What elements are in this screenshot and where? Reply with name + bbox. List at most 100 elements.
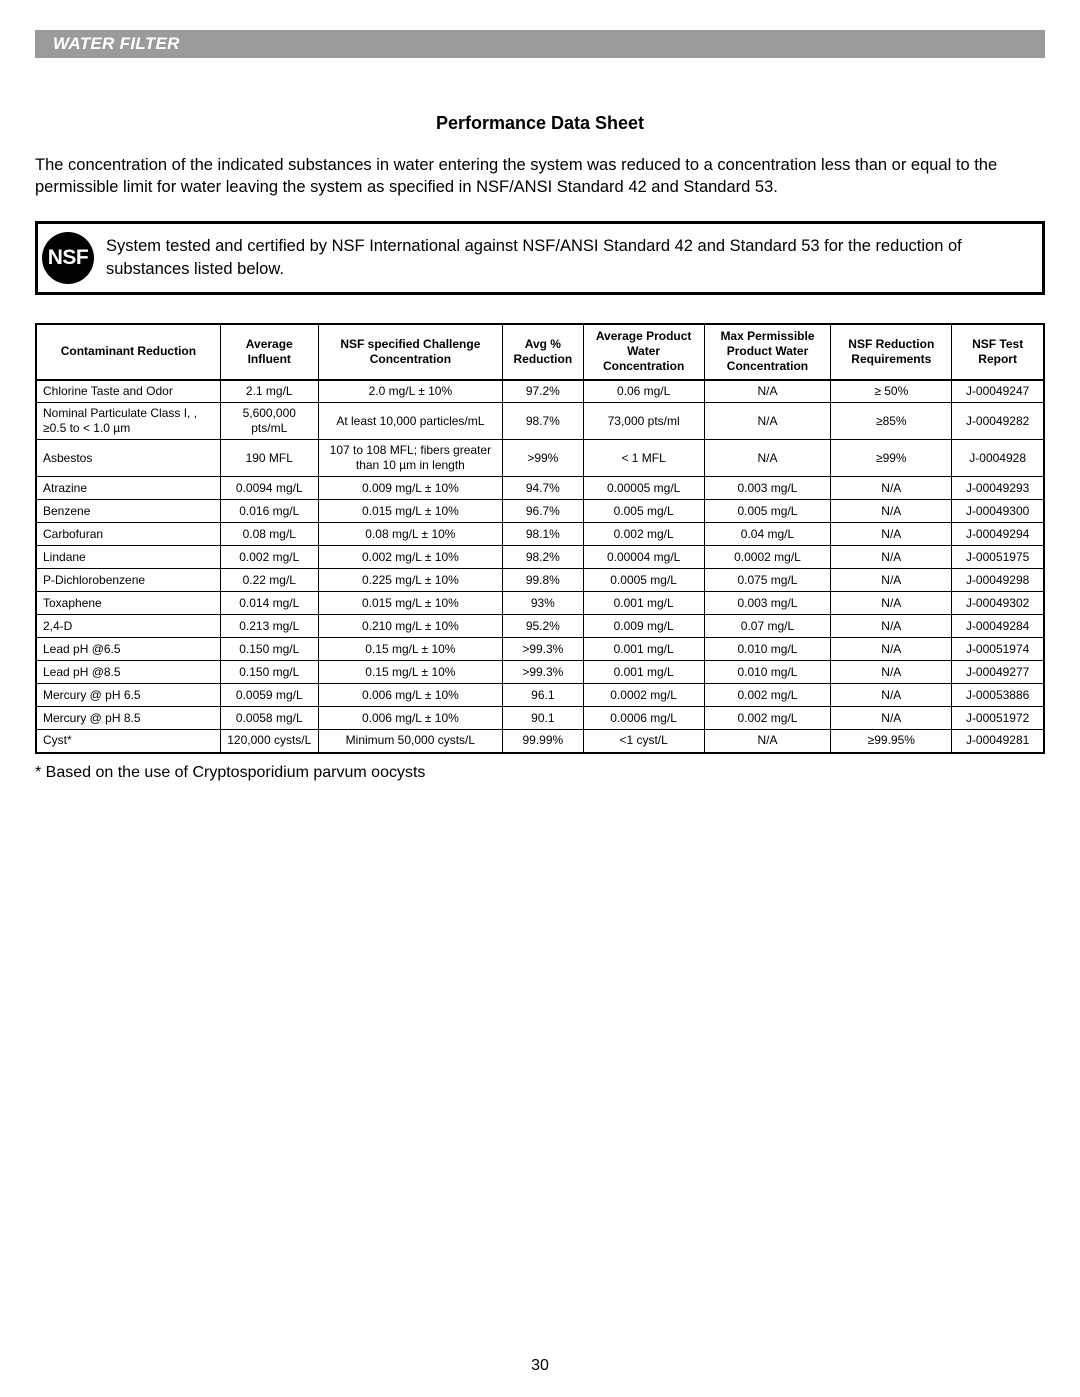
col-header: NSF specified Challenge Concentration — [318, 324, 502, 380]
table-cell: 0.150 mg/L — [220, 638, 318, 661]
table-cell: 0.010 mg/L — [704, 638, 831, 661]
table-cell: 0.002 mg/L ± 10% — [318, 546, 502, 569]
table-cell: Asbestos — [36, 440, 220, 477]
table-header-row: Contaminant Reduction Average Influent N… — [36, 324, 1044, 380]
table-cell: At least 10,000 particles/mL — [318, 403, 502, 440]
table-cell: 2.1 mg/L — [220, 380, 318, 403]
table-cell: 97.2% — [503, 380, 584, 403]
table-row: 2,4-D0.213 mg/L0.210 mg/L ± 10%95.2%0.00… — [36, 615, 1044, 638]
table-cell: N/A — [831, 592, 952, 615]
table-cell: N/A — [831, 638, 952, 661]
table-cell: N/A — [831, 569, 952, 592]
table-cell: >99.3% — [503, 661, 584, 684]
table-cell: 99.8% — [503, 569, 584, 592]
table-cell: 0.001 mg/L — [583, 638, 704, 661]
table-cell: 73,000 pts/ml — [583, 403, 704, 440]
table-cell: J-00051972 — [952, 707, 1044, 730]
table-cell: Atrazine — [36, 477, 220, 500]
table-cell: 0.225 mg/L ± 10% — [318, 569, 502, 592]
table-cell: 0.010 mg/L — [704, 661, 831, 684]
table-cell: 94.7% — [503, 477, 584, 500]
col-header: Average Influent — [220, 324, 318, 380]
table-cell: J-00049281 — [952, 730, 1044, 753]
table-cell: Benzene — [36, 500, 220, 523]
col-header: Contaminant Reduction — [36, 324, 220, 380]
table-cell: 98.2% — [503, 546, 584, 569]
table-cell: <1 cyst/L — [583, 730, 704, 753]
table-cell: 0.002 mg/L — [220, 546, 318, 569]
performance-data-table: Contaminant Reduction Average Influent N… — [35, 323, 1045, 754]
table-cell: N/A — [831, 523, 952, 546]
table-cell: 90.1 — [503, 707, 584, 730]
table-cell: Lead pH @8.5 — [36, 661, 220, 684]
table-cell: 0.07 mg/L — [704, 615, 831, 638]
table-row: P-Dichlorobenzene0.22 mg/L0.225 mg/L ± 1… — [36, 569, 1044, 592]
table-cell: 0.0094 mg/L — [220, 477, 318, 500]
table-cell: 0.15 mg/L ± 10% — [318, 661, 502, 684]
table-cell: ≥ 50% — [831, 380, 952, 403]
col-header: Average Product Water Concentration — [583, 324, 704, 380]
table-cell: 0.22 mg/L — [220, 569, 318, 592]
table-cell: Cyst* — [36, 730, 220, 753]
table-cell: J-00049294 — [952, 523, 1044, 546]
section-header-banner: WATER FILTER — [35, 30, 1045, 58]
table-cell: 0.08 mg/L ± 10% — [318, 523, 502, 546]
table-cell: J-00049302 — [952, 592, 1044, 615]
table-cell: 0.04 mg/L — [704, 523, 831, 546]
table-cell: 99.99% — [503, 730, 584, 753]
table-cell: J-00051974 — [952, 638, 1044, 661]
table-cell: 0.002 mg/L — [704, 684, 831, 707]
table-cell: 0.150 mg/L — [220, 661, 318, 684]
table-cell: 0.001 mg/L — [583, 661, 704, 684]
table-cell: 0.0058 mg/L — [220, 707, 318, 730]
table-cell: Mercury @ pH 6.5 — [36, 684, 220, 707]
table-cell: 0.005 mg/L — [583, 500, 704, 523]
table-cell: 2,4-D — [36, 615, 220, 638]
col-header: Avg % Reduction — [503, 324, 584, 380]
table-cell: J-00049282 — [952, 403, 1044, 440]
table-cell: < 1 MFL — [583, 440, 704, 477]
table-cell: 190 MFL — [220, 440, 318, 477]
table-cell: 0.009 mg/L — [583, 615, 704, 638]
table-row: Lindane0.002 mg/L0.002 mg/L ± 10%98.2%0.… — [36, 546, 1044, 569]
table-cell: J-00053886 — [952, 684, 1044, 707]
table-cell: 0.00004 mg/L — [583, 546, 704, 569]
table-cell: N/A — [831, 546, 952, 569]
intro-text: The concentration of the indicated subst… — [35, 154, 1045, 199]
table-cell: 0.06 mg/L — [583, 380, 704, 403]
section-header-text: WATER FILTER — [53, 34, 180, 54]
table-row: Carbofuran0.08 mg/L0.08 mg/L ± 10%98.1%0… — [36, 523, 1044, 546]
table-cell: 0.0002 mg/L — [583, 684, 704, 707]
table-cell: N/A — [704, 440, 831, 477]
table-cell: 0.006 mg/L ± 10% — [318, 707, 502, 730]
table-cell: 95.2% — [503, 615, 584, 638]
table-row: Mercury @ pH 6.50.0059 mg/L0.006 mg/L ± … — [36, 684, 1044, 707]
table-cell: N/A — [704, 380, 831, 403]
table-cell: 93% — [503, 592, 584, 615]
table-cell: 107 to 108 MFL; fibers greater than 10 µ… — [318, 440, 502, 477]
table-cell: 0.006 mg/L ± 10% — [318, 684, 502, 707]
table-cell: 0.003 mg/L — [704, 592, 831, 615]
table-cell: J-00049284 — [952, 615, 1044, 638]
table-row: Atrazine0.0094 mg/L0.009 mg/L ± 10%94.7%… — [36, 477, 1044, 500]
table-cell: N/A — [831, 661, 952, 684]
table-row: Lead pH @6.50.150 mg/L0.15 mg/L ± 10%>99… — [36, 638, 1044, 661]
table-row: Nominal Particulate Class I, , ≥0.5 to <… — [36, 403, 1044, 440]
table-row: Mercury @ pH 8.50.0058 mg/L0.006 mg/L ± … — [36, 707, 1044, 730]
table-row: Toxaphene0.014 mg/L0.015 mg/L ± 10%93%0.… — [36, 592, 1044, 615]
table-row: Chlorine Taste and Odor2.1 mg/L2.0 mg/L … — [36, 380, 1044, 403]
table-cell: N/A — [831, 500, 952, 523]
table-cell: N/A — [704, 730, 831, 753]
table-cell: 0.014 mg/L — [220, 592, 318, 615]
table-cell: 0.016 mg/L — [220, 500, 318, 523]
table-cell: Lindane — [36, 546, 220, 569]
table-row: Cyst*120,000 cysts/LMinimum 50,000 cysts… — [36, 730, 1044, 753]
table-cell: 0.005 mg/L — [704, 500, 831, 523]
table-cell: 0.0002 mg/L — [704, 546, 831, 569]
nsf-certification-box: NSF System tested and certified by NSF I… — [35, 221, 1045, 295]
nsf-logo-icon: NSF — [42, 232, 94, 284]
table-cell: N/A — [831, 707, 952, 730]
page-number: 30 — [0, 1357, 1080, 1375]
table-cell: J-00049277 — [952, 661, 1044, 684]
table-cell: N/A — [831, 684, 952, 707]
